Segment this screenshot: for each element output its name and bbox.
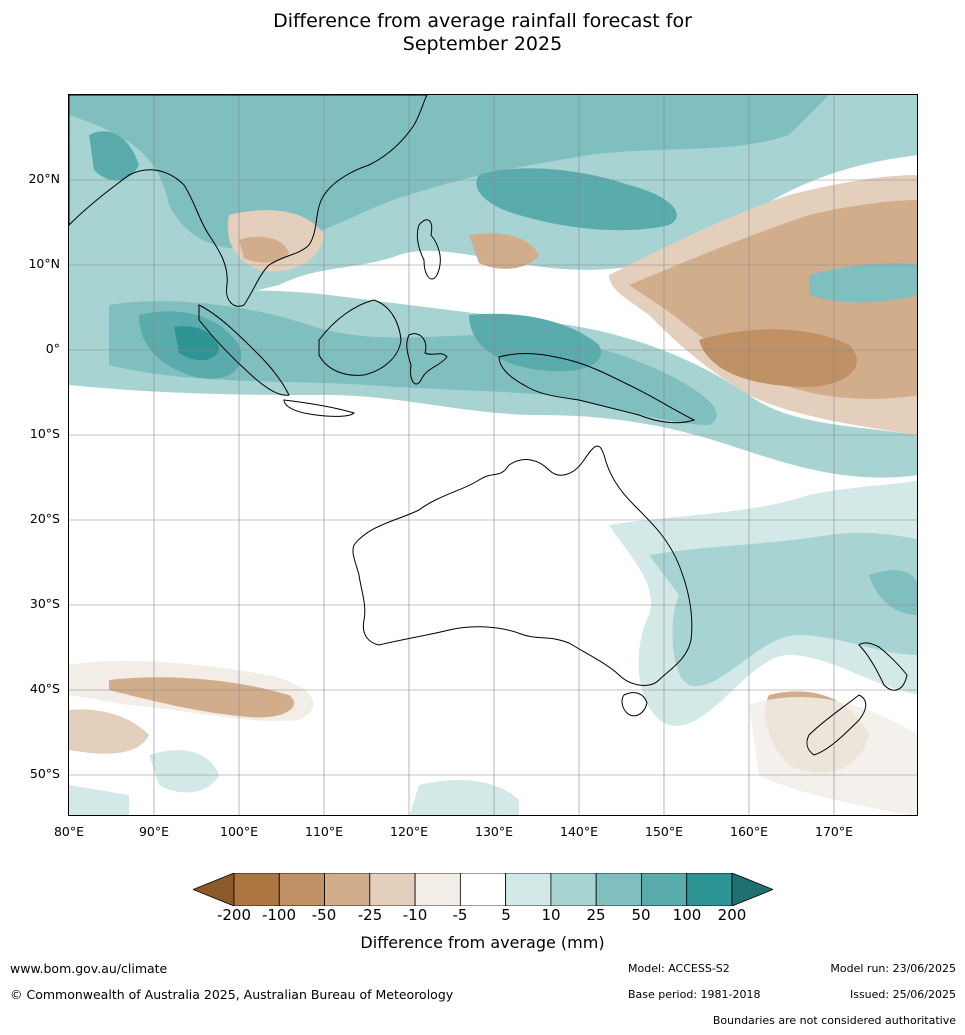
- footer-disclaimer: Boundaries are not considered authoritat…: [712, 1014, 956, 1027]
- colorbar-cell: [505, 873, 552, 906]
- map-svg: [69, 95, 917, 815]
- lon-label-150e: 150°E: [644, 824, 684, 839]
- cb-tick-m25: -25: [357, 906, 383, 924]
- teal-patch-pacific-east: [809, 263, 917, 303]
- lon-label-110e: 110°E: [304, 824, 344, 839]
- colorbar-cells: [193, 873, 773, 906]
- lat-label-40s: 40°S: [29, 681, 60, 696]
- cb-tick-25: 25: [586, 906, 606, 924]
- teal-equator-mid: [109, 301, 717, 425]
- java-coast: [283, 399, 355, 417]
- lon-label-140e: 140°E: [559, 824, 599, 839]
- cb-tick-200: 200: [717, 906, 747, 924]
- cb-tick-50: 50: [631, 906, 651, 924]
- cb-tick-m100: -100: [261, 906, 297, 924]
- footer-model: Model: ACCESS-S2: [628, 962, 730, 975]
- teal-band-north-mid: [69, 95, 829, 249]
- sulawesi-coast: [406, 333, 448, 385]
- rainfall-map: [68, 94, 918, 816]
- nz-south-coast: [806, 694, 867, 756]
- colorbar-cell: [686, 873, 733, 906]
- teal-patch-nw: [89, 131, 139, 181]
- teal-south-patch-2: [409, 780, 519, 815]
- colorbar-cell: [233, 873, 280, 906]
- colorbar-cell: [414, 873, 461, 906]
- footer-model-run: Model run: 23/06/2025: [830, 962, 956, 975]
- new-guinea-coast: [498, 353, 696, 424]
- colorbar-cell: [595, 873, 642, 906]
- lat-label-20s: 20°S: [29, 511, 60, 526]
- brown-indian-streak-core: [109, 677, 295, 718]
- colorbar-arrow-high: [731, 873, 773, 906]
- map-title: Difference from average rainfall forecas…: [0, 10, 965, 56]
- colorbar-cell: [550, 873, 597, 906]
- lon-label-170e: 170°E: [814, 824, 854, 839]
- cb-tick-100: 100: [672, 906, 702, 924]
- teal-tasman-patch: [869, 570, 917, 615]
- title-line-1: Difference from average rainfall forecas…: [273, 10, 692, 32]
- cb-tick-m10: -10: [402, 906, 428, 924]
- australia-coast: [352, 445, 693, 686]
- asia-mainland-coast: [69, 95, 428, 307]
- title-line-2: September 2025: [402, 33, 563, 55]
- brown-indochina-core: [239, 236, 289, 263]
- lat-label-10n: 10°N: [28, 256, 60, 271]
- lat-label-10s: 10°S: [29, 426, 60, 441]
- lat-label-0: 0°: [45, 341, 60, 356]
- anomaly-shading: [69, 95, 917, 815]
- teal-south-patch-3: [69, 785, 129, 815]
- tasmania-coast: [621, 692, 648, 717]
- teal-south-patch: [149, 750, 219, 793]
- colorbar-cell: [278, 873, 325, 906]
- colorbar: [193, 873, 773, 906]
- lat-label-30s: 30°S: [29, 596, 60, 611]
- lon-label-100e: 100°E: [219, 824, 259, 839]
- footer-copyright: © Commonwealth of Australia 2025, Austra…: [10, 987, 454, 1002]
- footer-issued: Issued: 25/06/2025: [849, 988, 956, 1001]
- lon-label-80e: 80°E: [53, 824, 85, 839]
- coastlines: [69, 95, 908, 756]
- lat-label-20n: 20°N: [28, 171, 60, 186]
- gridlines: [69, 95, 917, 815]
- brown-core-pacific: [699, 329, 857, 387]
- colorbar-cell: [459, 873, 507, 906]
- cb-tick-m5: -5: [452, 906, 468, 924]
- sumatra-coast: [198, 304, 290, 396]
- colorbar-arrow-low: [193, 873, 235, 906]
- lon-label-120e: 120°E: [389, 824, 429, 839]
- brown-indian-sw: [69, 709, 149, 754]
- colorbar-label: Difference from average (mm): [360, 933, 605, 952]
- colorbar-cell: [641, 873, 688, 906]
- lon-label-160e: 160°E: [729, 824, 769, 839]
- colorbar-cell: [369, 873, 416, 906]
- cb-tick-10: 10: [541, 906, 561, 924]
- footer-url[interactable]: www.bom.gov.au/climate: [10, 961, 168, 976]
- lon-label-90e: 90°E: [138, 824, 170, 839]
- teal-patch-north: [476, 168, 677, 231]
- brown-nz-light: [749, 696, 917, 815]
- brown-philippines: [469, 233, 539, 269]
- cb-tick-m200: -200: [216, 906, 252, 924]
- teal-core-sumatra: [174, 326, 219, 361]
- lon-label-130e: 130°E: [474, 824, 514, 839]
- borneo-coast: [318, 299, 402, 376]
- lat-label-50s: 50°S: [29, 766, 60, 781]
- teal-east-australia-mid: [649, 532, 917, 687]
- teal-patch-newguinea: [469, 313, 601, 372]
- cb-tick-5: 5: [501, 906, 511, 924]
- philippines-coast: [416, 219, 441, 280]
- colorbar-cell: [324, 873, 371, 906]
- cb-tick-m50: -50: [311, 906, 337, 924]
- nz-north-coast: [858, 642, 908, 691]
- footer-base-period: Base period: 1981-2018: [628, 988, 761, 1001]
